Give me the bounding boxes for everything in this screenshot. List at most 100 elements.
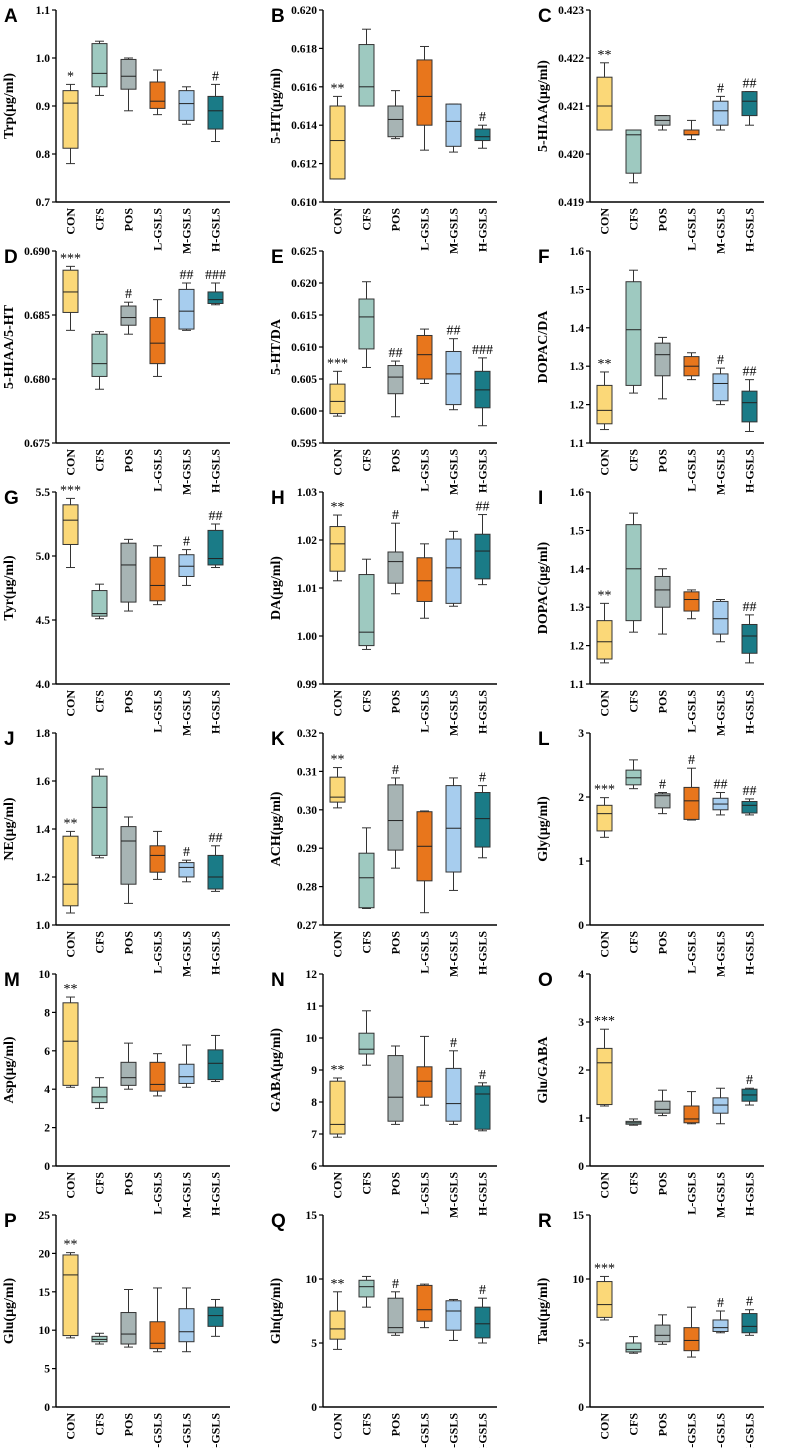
- panel-letter: D: [4, 247, 18, 268]
- y-tick-label: 15: [573, 1210, 585, 1222]
- panel-i: I 1.1 1.2 1.3 1.4 1.5 1.6 DOPAC(μg/ml) ** CON CFS P…: [536, 487, 764, 736]
- box-con: **: [596, 588, 613, 664]
- category-label: H-GSLS: [743, 1413, 757, 1448]
- category-label: M-GSLS: [180, 1413, 194, 1448]
- category-label: H-GSLS: [209, 690, 223, 734]
- category-label: CON: [331, 931, 345, 958]
- y-axis-label: Asp(μg/ml): [2, 1036, 17, 1103]
- box-cfs: [91, 1332, 108, 1345]
- category-label: L-GSLS: [685, 1172, 699, 1215]
- y-tick-label: 1.3: [570, 602, 585, 614]
- iqr-box: [654, 1100, 671, 1114]
- box-pos: #: [387, 1277, 404, 1336]
- iqr-box: [178, 288, 195, 330]
- box-m-gsls: [178, 1287, 195, 1353]
- y-tick-label: 1.0: [36, 53, 51, 65]
- y-tick-label: 0: [578, 1402, 584, 1414]
- category-label: M-GSLS: [714, 931, 728, 977]
- box-con: **: [62, 1238, 79, 1339]
- category-label: L-GSLS: [685, 1413, 699, 1448]
- iqr-box: [91, 333, 108, 377]
- y-tick-label: 0.420: [558, 149, 584, 161]
- box-con: **: [62, 816, 79, 914]
- panel-letter: E: [271, 247, 284, 268]
- category-label: POS: [656, 931, 670, 955]
- significance-mark: #: [125, 287, 132, 302]
- iqr-box: [329, 383, 346, 415]
- y-tick-label: 4: [578, 969, 584, 981]
- panel-e: E 0.595 0.600 0.605 0.610 0.615 0.620 0.625 5-HT…: [269, 246, 497, 495]
- iqr-box: [358, 852, 375, 909]
- box-l-gsls: [149, 545, 166, 606]
- significance-mark: #: [450, 1036, 457, 1051]
- category-label: CFS: [360, 931, 374, 954]
- panel-letter: F: [538, 247, 550, 268]
- category-label: CFS: [627, 1172, 641, 1195]
- iqr-box: [178, 90, 195, 121]
- category-label: CON: [598, 931, 612, 958]
- category-label: M-GSLS: [180, 690, 194, 736]
- iqr-box: [178, 1063, 195, 1084]
- box-h-gsls: #: [474, 1283, 491, 1344]
- iqr-box: [387, 105, 404, 138]
- category-label: H-GSLS: [209, 449, 223, 493]
- iqr-box: [62, 835, 79, 907]
- box-m-gsls: ##: [445, 324, 462, 411]
- box-l-gsls: [416, 45, 433, 151]
- significance-mark: ###: [472, 343, 493, 358]
- significance-mark: #: [746, 1295, 753, 1310]
- iqr-box: [358, 574, 375, 647]
- panel-letter: G: [4, 488, 19, 509]
- panel-l: L 0 1 2 3 Gly(μg/ml) *** CON CFS # POS # L-GSLS ## M-G…: [536, 728, 764, 977]
- y-tick-label: 0.690: [24, 246, 50, 258]
- y-tick-label: 1.5: [570, 525, 585, 537]
- significance-mark: ##: [389, 346, 403, 361]
- iqr-box: [178, 862, 195, 878]
- y-tick-label: 12: [306, 969, 318, 981]
- box-con: ***: [594, 783, 615, 838]
- significance-mark: **: [598, 48, 612, 63]
- y-tick-label: 5.0: [36, 551, 51, 563]
- box-m-gsls: [712, 599, 729, 643]
- panel-letter: R: [538, 1211, 552, 1232]
- y-tick-label: 1.1: [570, 679, 585, 691]
- y-tick-label: 6: [44, 1046, 50, 1058]
- iqr-box: [445, 350, 462, 406]
- significance-mark: **: [331, 1277, 345, 1292]
- y-tick-label: 10: [39, 1325, 51, 1337]
- box-m-gsls: [712, 1087, 729, 1125]
- iqr-box: [149, 845, 166, 873]
- y-tick-label: 1: [578, 1113, 584, 1125]
- category-label: CFS: [360, 208, 374, 231]
- y-tick-label: 0.610: [291, 197, 317, 209]
- y-axis-label: Tau(μg/ml): [536, 1277, 551, 1344]
- y-axis-label: Gln(μg/ml): [269, 1278, 284, 1345]
- box-con: **: [329, 81, 346, 180]
- box-l-gsls: [683, 589, 700, 620]
- iqr-box: [178, 554, 195, 577]
- box-l-gsls: [416, 543, 433, 619]
- y-tick-label: 0.680: [24, 374, 50, 386]
- iqr-box: [91, 590, 108, 617]
- category-label: CFS: [93, 208, 107, 231]
- y-tick-label: 0.31: [297, 766, 317, 778]
- category-label: CON: [64, 931, 78, 958]
- y-tick-label: 0.9: [36, 101, 51, 113]
- box-m-gsls: #: [445, 1036, 462, 1125]
- iqr-box: [120, 826, 137, 885]
- iqr-box: [596, 804, 613, 832]
- iqr-box: [178, 1308, 195, 1343]
- significance-mark: **: [331, 753, 345, 768]
- iqr-box: [625, 129, 642, 174]
- box-pos: [654, 115, 671, 131]
- iqr-box: [329, 776, 346, 803]
- category-label: CFS: [627, 1413, 641, 1436]
- iqr-box: [683, 786, 700, 820]
- y-tick-label: 25: [39, 1210, 51, 1222]
- iqr-box: [416, 557, 433, 602]
- panel-letter: L: [538, 729, 550, 750]
- y-tick-label: 0.422: [558, 53, 584, 65]
- box-con: *: [62, 69, 79, 165]
- y-tick-label: 1.2: [570, 400, 585, 412]
- y-tick-label: 0.421: [558, 101, 584, 113]
